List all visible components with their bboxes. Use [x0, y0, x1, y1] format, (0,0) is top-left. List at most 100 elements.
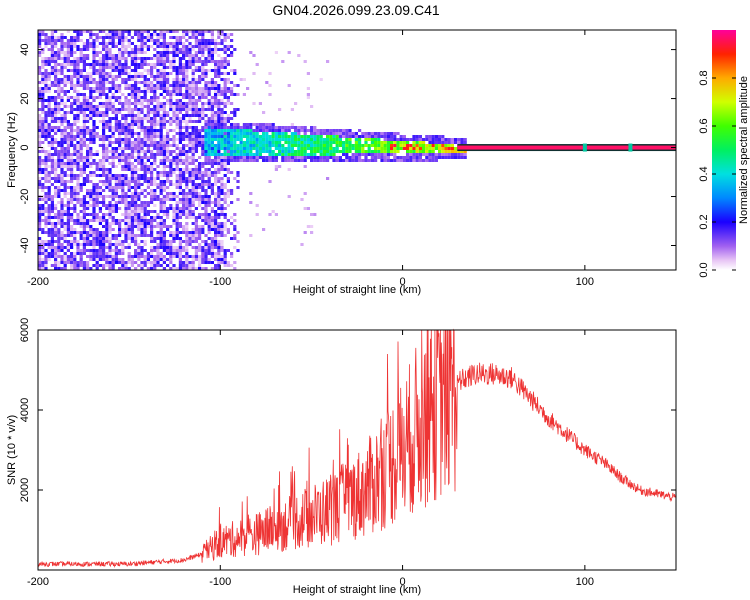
spectrogram-cell [198, 93, 202, 96]
spectrogram-cell [60, 171, 64, 174]
spectrogram-cell [60, 39, 64, 42]
spectrogram-cell [89, 213, 93, 216]
spectrogram-cell [92, 111, 96, 114]
spectrogram-cell [191, 150, 195, 153]
spectrogram-cell [364, 153, 368, 156]
spectrogram-cell [271, 123, 275, 126]
spectrogram-cell [409, 156, 413, 159]
spectrogram-cell [278, 165, 282, 168]
spectrogram-cell [169, 102, 173, 105]
spectrogram-cell [166, 213, 170, 216]
spectrogram-cell [207, 84, 211, 87]
spectrogram-cell [290, 150, 294, 153]
spectrogram-cell [399, 141, 403, 144]
spectrogram-cell [399, 156, 403, 159]
spectrogram-cell [70, 267, 74, 270]
spectrogram-cell [444, 156, 448, 159]
spectrogram-cell [127, 246, 131, 249]
spectrogram-cell [185, 171, 189, 174]
spectrogram-cell [230, 126, 234, 129]
spectrogram-cell [79, 144, 83, 147]
spectrogram-cell [38, 258, 42, 261]
spectrogram-cell [271, 144, 275, 147]
spectrogram-cell [460, 141, 464, 144]
spectrogram-cell [316, 141, 320, 144]
spectrogram-cell [82, 102, 86, 105]
spectrogram-cell [159, 144, 163, 147]
spectrogram-cell [166, 93, 170, 96]
spectrogram-cell [162, 54, 166, 57]
spectrogram-cell [434, 153, 438, 156]
spectrogram-cell [198, 216, 202, 219]
spectrogram-cell [156, 183, 160, 186]
spectrogram-cell [236, 156, 240, 159]
spectrogram-cell [210, 147, 214, 150]
spectrogram-cell [92, 99, 96, 102]
spectrogram-cell [390, 153, 394, 156]
spectrogram-cell [54, 234, 58, 237]
spectrogram-cell [313, 156, 317, 159]
spectrogram-cell [239, 156, 243, 159]
colorbar-label: Normalized spectral amplitude [738, 76, 750, 224]
spectrogram-cell [156, 78, 160, 81]
spectrogram-cell [214, 45, 218, 48]
spectrogram-cell [137, 258, 141, 261]
spectrogram-cell [63, 153, 67, 156]
spectrogram-cell [230, 117, 234, 120]
spectrogram-cell [79, 255, 83, 258]
spectrogram-cell [60, 108, 64, 111]
spectrogram-cell [169, 120, 173, 123]
spectrogram-cell [102, 180, 106, 183]
spectrogram-cell [166, 90, 170, 93]
spectrogram-cell [198, 87, 202, 90]
spectrogram-cell [95, 81, 99, 84]
spectrogram-cell [210, 240, 214, 243]
spectrogram-cell [70, 195, 74, 198]
spectrogram-cell [351, 135, 355, 138]
spectrogram-cell [44, 159, 48, 162]
spectrogram-cell [143, 165, 147, 168]
spectrogram-cell [146, 186, 150, 189]
spectrogram-cell [140, 72, 144, 75]
spectrogram-cell [194, 81, 198, 84]
spectrogram-cell [354, 153, 358, 156]
spectrogram-cell [114, 63, 118, 66]
spectrogram-cell [418, 147, 422, 150]
spectrogram-cell [108, 135, 112, 138]
spectrogram-cell [172, 231, 176, 234]
spectrogram-cell [198, 60, 202, 63]
spectrogram-cell [246, 123, 250, 126]
spectrogram-cell [105, 93, 109, 96]
spectrogram-cell [316, 132, 320, 135]
spectrogram-cell [146, 78, 150, 81]
spectrogram-cell [185, 63, 189, 66]
spectrogram-cell [73, 39, 77, 42]
spectrogram-cell [329, 144, 333, 147]
spectrogram-cell [105, 75, 109, 78]
spectrogram-cell [92, 183, 96, 186]
spectrogram-cell [76, 252, 80, 255]
spectrogram-cell [255, 135, 259, 138]
spectrogram-cell [44, 78, 48, 81]
spectrogram-cell [159, 174, 163, 177]
spectrogram-cell [70, 258, 74, 261]
spectrogram-cell [89, 171, 93, 174]
spectrogram-cell [60, 138, 64, 141]
spectrogram-cell [70, 159, 74, 162]
spectrogram-cell [441, 135, 445, 138]
spectrogram-cell [82, 42, 86, 45]
spectrogram-cell [204, 138, 208, 141]
spectrogram-cell [143, 99, 147, 102]
spectrogram-cell [127, 186, 131, 189]
spectrogram-cell [146, 111, 150, 114]
spectrogram-cell [105, 33, 109, 36]
spectrogram-cell [178, 141, 182, 144]
spectrogram-cell [182, 207, 186, 210]
spectrogram-cell [185, 225, 189, 228]
spectrogram-cell [79, 150, 83, 153]
spectrogram-cell [41, 72, 45, 75]
spectrogram-cell [290, 138, 294, 141]
colorbar: 0.00.20.40.60.8 Normalized spectral ampl… [698, 30, 750, 278]
spectrogram-cell [159, 78, 163, 81]
spectrogram-cell [92, 141, 96, 144]
